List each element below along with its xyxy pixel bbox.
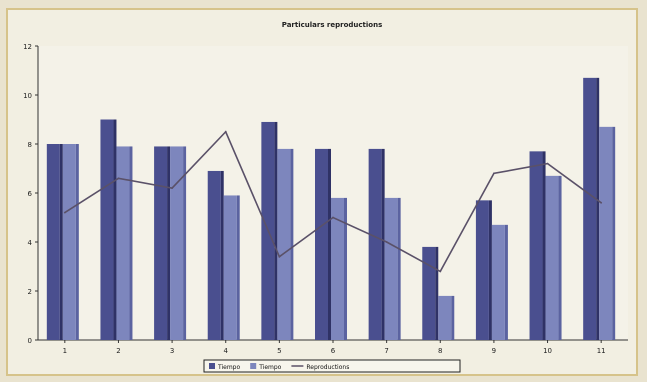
line-point: [171, 187, 173, 190]
bar-shade: [274, 121, 278, 340]
bar-series-1-cat-6: [315, 148, 328, 340]
line-point: [439, 270, 442, 273]
y-tick-label: 2: [28, 288, 32, 296]
y-tick-label: 4: [28, 239, 33, 247]
bar-shade: [435, 246, 439, 340]
bar-series-2-cat-2: [116, 146, 130, 340]
line-point: [278, 255, 281, 258]
y-tick-label: 0: [28, 337, 32, 345]
bars: [46, 77, 616, 340]
bar-shade: [328, 148, 331, 340]
bar-shade: [451, 295, 455, 340]
bar-series-2-cat-10: [545, 175, 559, 340]
bar-series-1-cat-3: [154, 146, 168, 340]
bar-shade: [236, 195, 240, 340]
bar-series-1-cat-2: [100, 119, 114, 340]
line-point: [332, 216, 334, 219]
bar-series-2-cat-6: [331, 197, 344, 340]
bar-series-1-cat-11: [583, 77, 597, 340]
y-ticks: 0 2 4 6 8 10 12: [23, 43, 38, 345]
x-tick-label: 2: [116, 347, 120, 355]
bar-series-2-cat-7: [384, 197, 398, 340]
bar-series-2-cat-8: [438, 295, 452, 340]
line-point: [493, 172, 495, 175]
line-point: [117, 177, 120, 180]
bar-shade: [167, 146, 171, 340]
x-tick-label: 5: [277, 347, 281, 355]
bar-series-1-cat-4: [207, 170, 221, 340]
y-tick-label: 8: [28, 141, 32, 149]
bar-shade: [113, 119, 117, 340]
x-tick-label: 8: [438, 347, 442, 355]
bar-series-2-cat-11: [599, 126, 613, 340]
bar-shade: [558, 175, 562, 340]
x-tick-label: 10: [543, 347, 552, 355]
x-ticks: 1 2 3 4 5 6 7 8 9 10 11: [63, 340, 606, 355]
bar-shade: [488, 200, 492, 340]
line-point: [224, 130, 227, 133]
bar-series-2-cat-9: [491, 224, 505, 340]
line-point: [546, 162, 549, 165]
line-point: [63, 211, 66, 214]
line-point: [600, 201, 603, 204]
bar-shade: [59, 144, 63, 340]
bar-shade: [290, 148, 294, 340]
x-tick-label: 3: [170, 347, 174, 355]
bar-shade: [344, 197, 347, 340]
bar-shade: [220, 170, 224, 340]
x-tick-label: 7: [384, 347, 388, 355]
bar-series-1-cat-1: [46, 144, 60, 340]
y-tick-label: 6: [28, 190, 33, 198]
bar-shade: [183, 146, 187, 340]
bar-series-2-cat-1: [62, 144, 76, 340]
bar-series-1-cat-8: [422, 246, 436, 340]
legend-swatch: [209, 363, 215, 369]
x-tick-label: 1: [63, 347, 67, 355]
bar-series-2-cat-5: [277, 148, 291, 340]
chart-title: Particulars reproductions: [282, 21, 383, 29]
bar-series-2-cat-4: [223, 195, 237, 340]
legend-label: Tiempo: [217, 364, 240, 371]
bar-series-1-cat-7: [368, 148, 382, 340]
bar-series-2-cat-3: [170, 146, 184, 340]
bar-shade: [504, 224, 508, 340]
bar-series-1-cat-9: [475, 200, 489, 340]
bar-shade: [596, 77, 600, 340]
y-tick-label: 12: [23, 43, 32, 51]
y-tick-label: 10: [23, 92, 32, 100]
legend-swatch: [250, 363, 257, 369]
x-tick-label: 9: [492, 347, 496, 355]
bar-shade: [129, 146, 133, 340]
x-tick-label: 11: [597, 347, 606, 355]
legend-label: Tiempo: [258, 364, 281, 371]
line-series: [63, 130, 603, 273]
legend-label: Reproductions: [306, 364, 349, 371]
bar-shade: [542, 151, 546, 340]
bar-shade: [381, 148, 385, 340]
bar-shade: [612, 126, 616, 340]
legend-box: [203, 359, 461, 373]
x-tick-label: 6: [331, 347, 336, 355]
bar-shade: [75, 144, 79, 340]
legend: Tiempo Tiempo Reproductions: [203, 359, 461, 373]
x-tick-label: 4: [223, 347, 228, 355]
bar-series-1-cat-10: [529, 151, 543, 340]
line-point: [385, 241, 388, 243]
bar-shade: [397, 197, 401, 340]
